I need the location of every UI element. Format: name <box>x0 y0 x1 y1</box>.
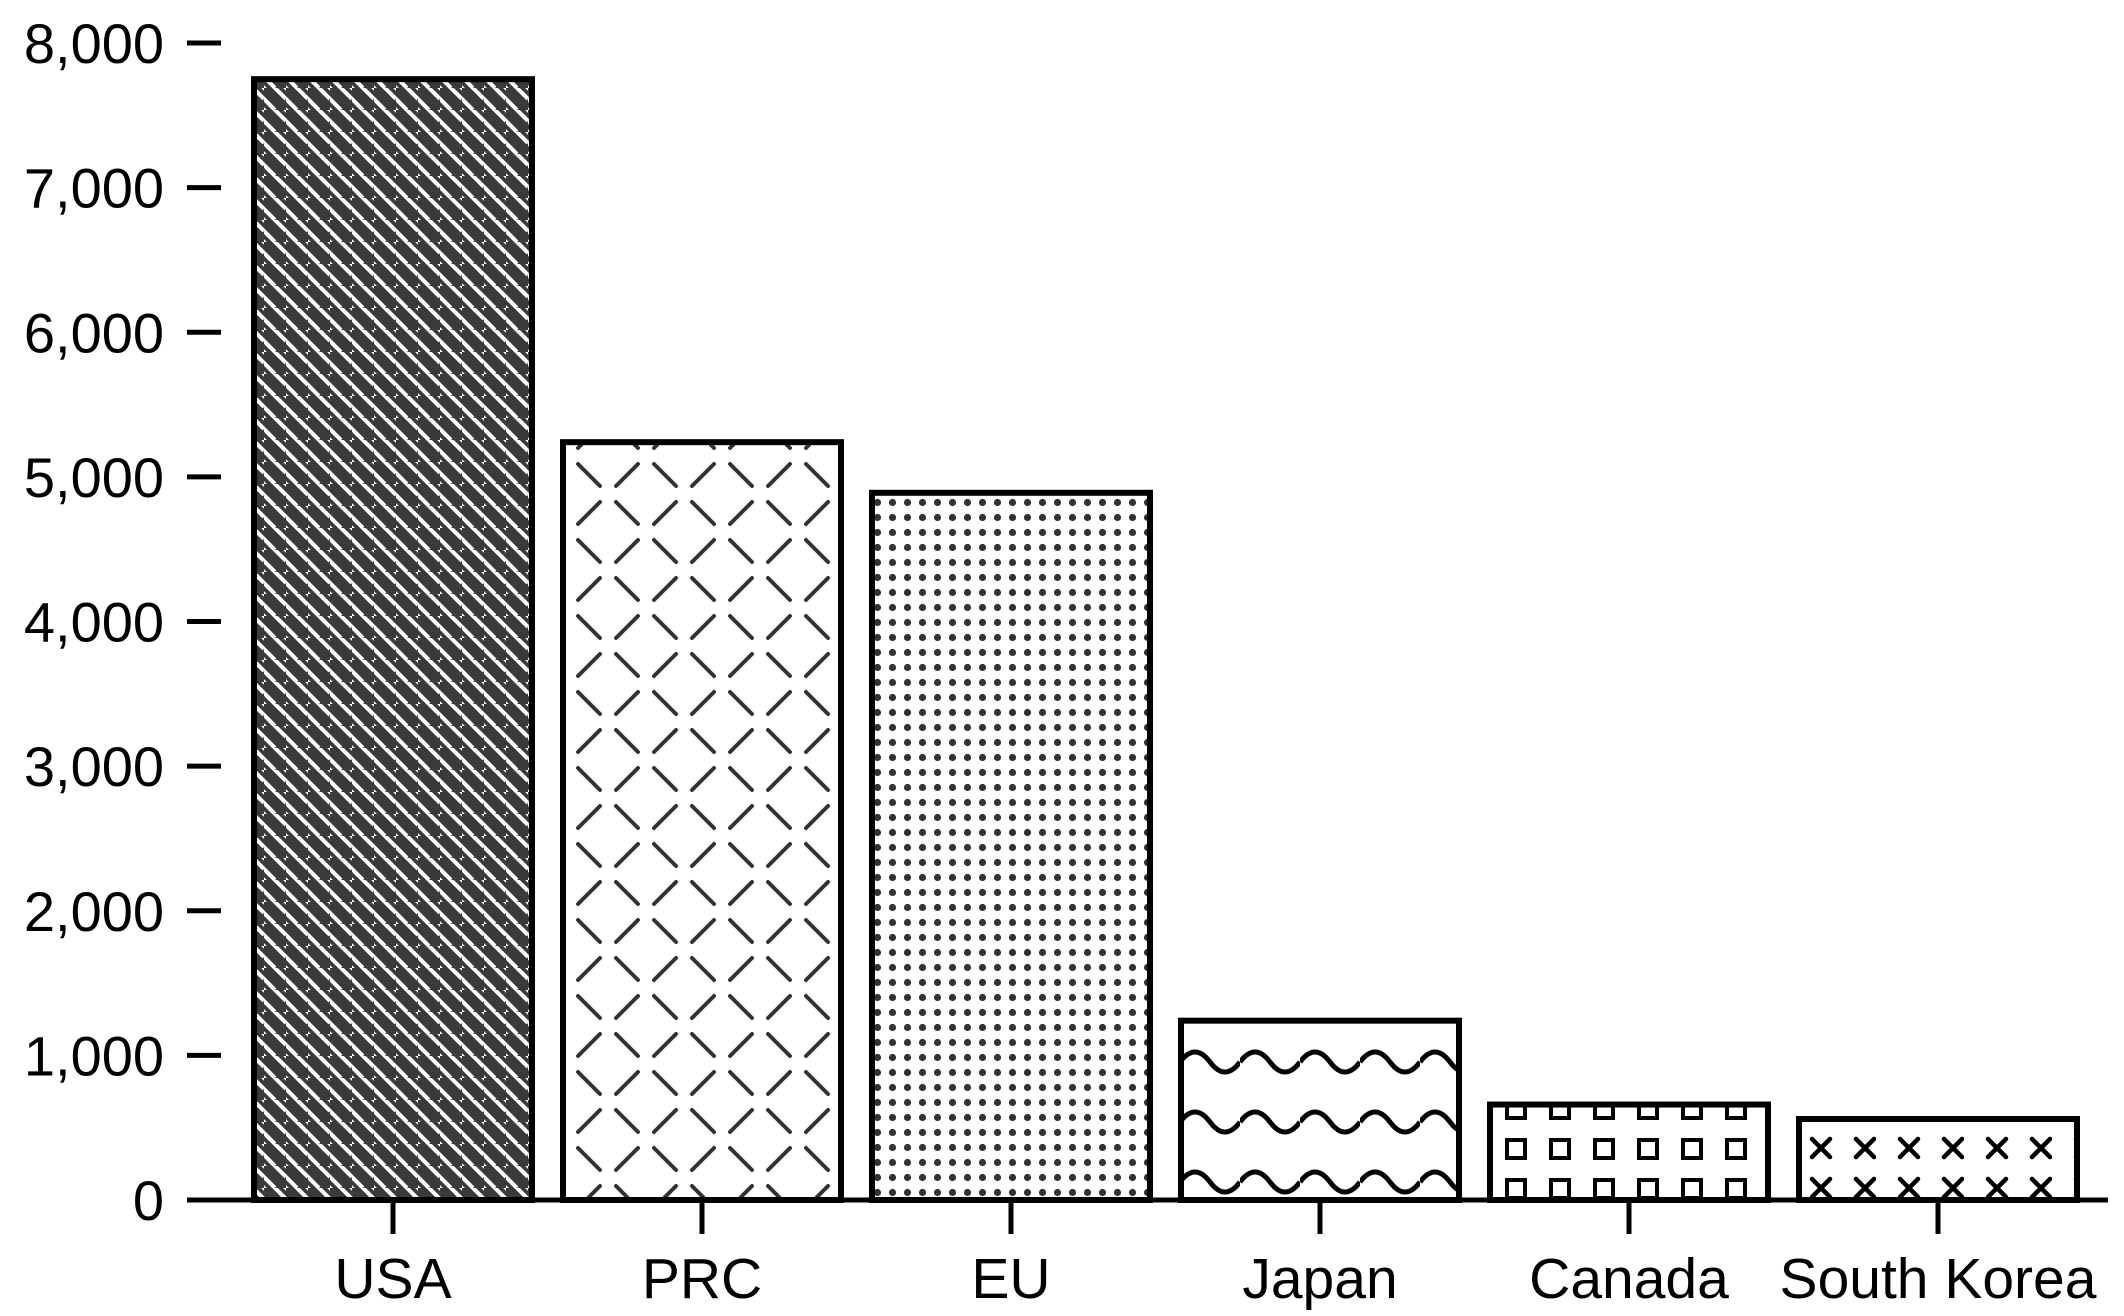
y-tick-label: 2,000 <box>24 880 164 943</box>
y-tick-label: 0 <box>133 1169 164 1232</box>
x-axis: USA PRC EU Japan Canada South Korea <box>187 1197 2108 1311</box>
x-tick-label: EU <box>971 1247 1050 1311</box>
bar-canada <box>1487 1101 1771 1203</box>
bar-eu <box>869 489 1153 1203</box>
y-tick-label: 5,000 <box>24 446 164 509</box>
x-tick-label: South Korea <box>1780 1247 2097 1311</box>
x-tick-label: USA <box>334 1247 451 1311</box>
y-tick-label: 4,000 <box>24 591 164 654</box>
bar-usa <box>251 76 535 1203</box>
y-tick-label: 1,000 <box>24 1024 164 1087</box>
bars <box>251 76 2080 1204</box>
y-axis: 0 1,000 2,000 3,000 4,000 5,000 6,000 7,000 8,00… <box>24 12 221 1232</box>
bar-prc <box>560 439 844 1204</box>
x-tick-label: PRC <box>642 1247 762 1311</box>
x-tick-label: Canada <box>1529 1247 1729 1311</box>
bar-south-korea <box>1796 1116 2080 1204</box>
x-tick-label: Japan <box>1242 1247 1397 1311</box>
bar-japan <box>1178 1017 1462 1203</box>
y-tick-label: 3,000 <box>24 735 164 798</box>
y-tick-label: 8,000 <box>24 12 164 75</box>
y-tick-label: 7,000 <box>24 157 164 220</box>
y-tick-label: 6,000 <box>24 301 164 364</box>
